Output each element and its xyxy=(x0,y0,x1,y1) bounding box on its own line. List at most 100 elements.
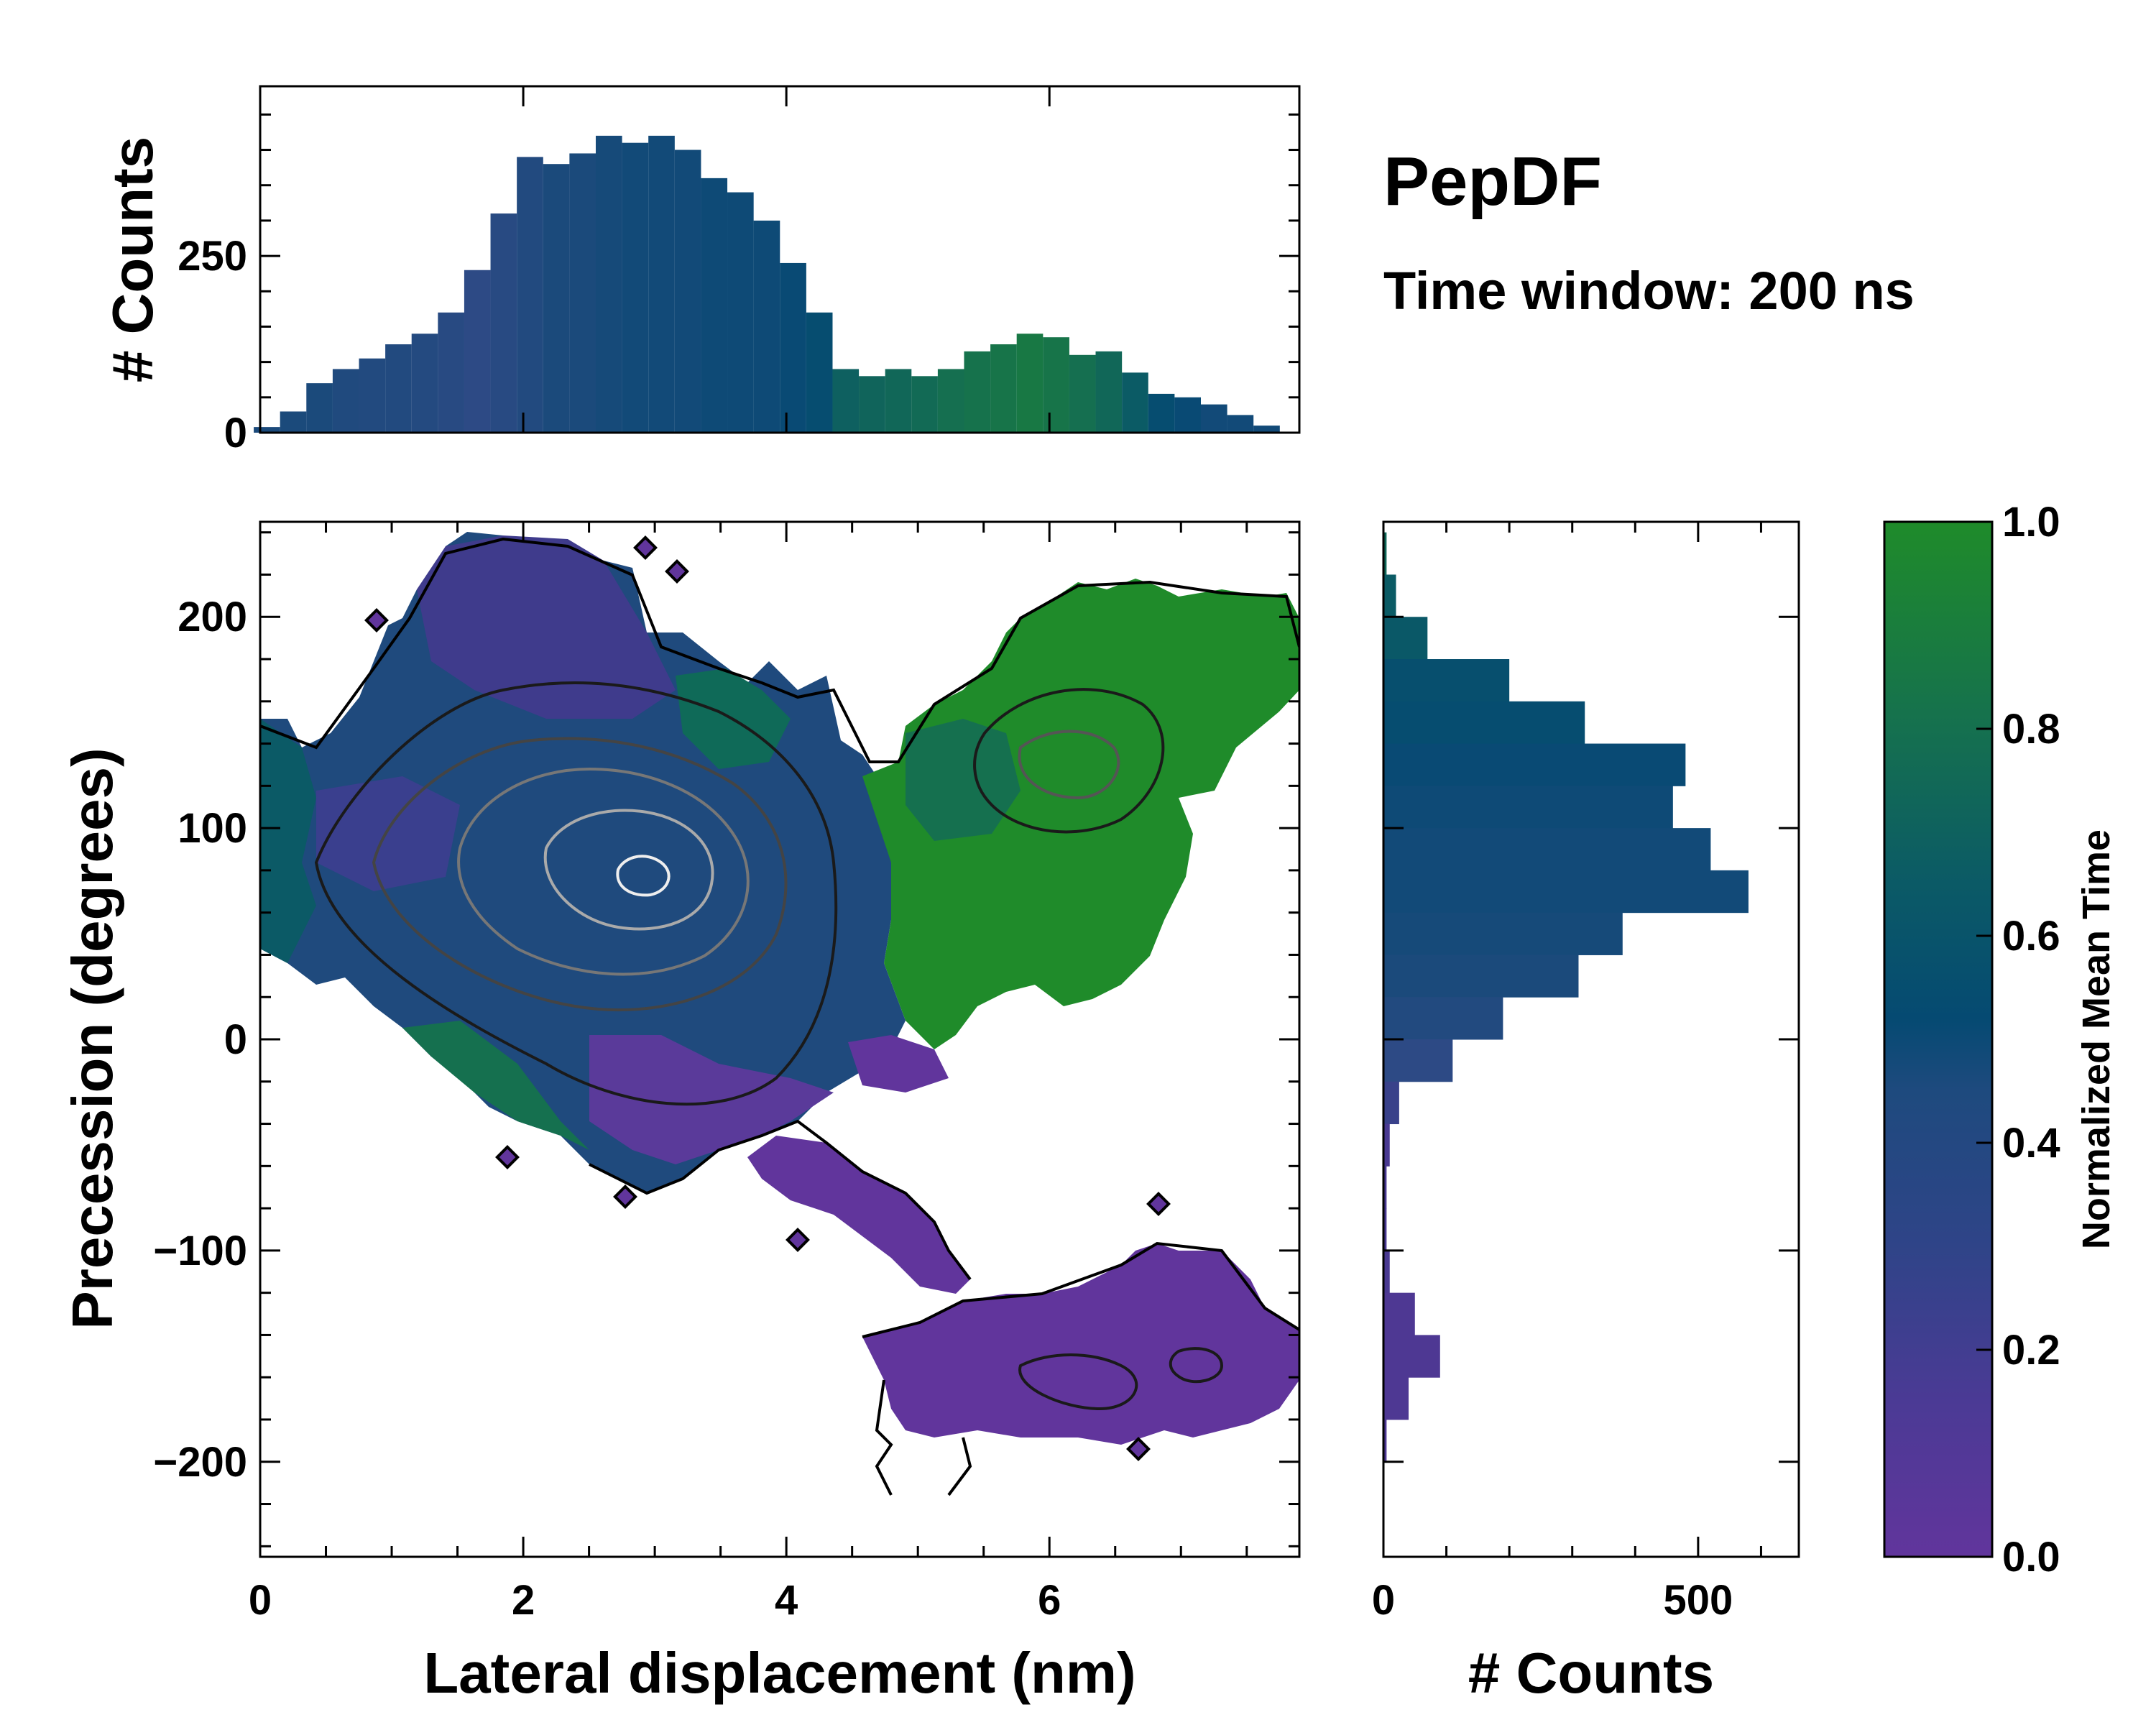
top-histogram-bar xyxy=(753,220,780,433)
main-ytick-label: 200 xyxy=(178,594,247,640)
top-histogram-bar xyxy=(990,344,1017,433)
contour-right-cluster-inner xyxy=(1018,730,1120,800)
main-heatmap-ticks: 0 2 4 6 −200 −100 0 100 200 xyxy=(153,522,1299,1624)
top-histogram-frame xyxy=(259,85,1301,434)
top-histogram-bar xyxy=(701,178,728,433)
main-xtick-label: 6 xyxy=(1038,1577,1061,1624)
main-ytick-label: 0 xyxy=(224,1016,247,1063)
heatmap-region-teal-lower-left xyxy=(402,1021,589,1150)
top-histogram-bar xyxy=(464,270,491,433)
heatmap-region-upper-right-cluster xyxy=(862,579,1299,1049)
top-histogram-bar xyxy=(1148,393,1175,433)
heatmap-region-lower-cluster xyxy=(862,1243,1299,1445)
main-heatmap: 0 2 4 6 −200 −100 0 100 200 Lateral displacement… xyxy=(60,520,1301,1705)
top-histogram-bar xyxy=(859,376,885,433)
colorbar-gradient xyxy=(1883,520,1994,1558)
right-histogram-bar xyxy=(1383,532,1387,575)
top-histogram-bar xyxy=(648,135,675,433)
top-histogram-bar xyxy=(1253,426,1280,433)
top-histogram-bar xyxy=(911,376,938,433)
isolated-points xyxy=(364,535,1171,1461)
top-histogram-bar xyxy=(411,334,438,433)
right-histogram-bar xyxy=(1383,1292,1415,1335)
contour-inner-4 xyxy=(543,809,714,931)
contour-inner-3 xyxy=(457,767,750,976)
top-histogram-bar xyxy=(806,312,833,433)
colorbar-ticks: 0.0 0.2 0.4 0.6 0.8 1.0 xyxy=(1976,499,2060,1581)
main-xtick-label: 2 xyxy=(512,1577,535,1624)
right-histogram-bar xyxy=(1383,954,1579,998)
right-histogram-bar xyxy=(1383,786,1673,829)
isolated-point xyxy=(1146,1192,1171,1216)
main-heatmap-ylabel: Precession (degrees) xyxy=(60,748,124,1329)
heatmap-region-bridge xyxy=(747,1136,970,1294)
contour-right-cluster xyxy=(973,688,1165,834)
isolated-point xyxy=(495,1145,520,1169)
right-histogram-bar xyxy=(1383,870,1749,914)
top-histogram-bar xyxy=(1095,351,1123,433)
top-histogram-bar xyxy=(1227,415,1254,433)
top-histogram-bar xyxy=(254,427,280,433)
top-histogram-bar xyxy=(937,369,964,433)
main-ytick-label: −100 xyxy=(153,1228,247,1274)
contour-inner-1 xyxy=(314,681,838,1106)
heatmap-region-purple-step xyxy=(848,1035,949,1092)
figure-title: PepDF xyxy=(1383,143,1602,220)
isolated-point xyxy=(364,608,389,632)
top-histogram-bar xyxy=(727,192,754,433)
main-xtick-label: 4 xyxy=(775,1577,798,1624)
isolated-point xyxy=(665,559,689,584)
top-histogram-bar xyxy=(490,213,517,433)
right-histogram-bar xyxy=(1383,912,1623,955)
contour-outline-bridge xyxy=(589,1119,972,1281)
colorbar-tick-label: 0.6 xyxy=(2002,913,2060,960)
colorbar-tick-label: 0.0 xyxy=(2002,1534,2060,1581)
right-histogram-bar xyxy=(1383,1377,1409,1420)
colorbar-tick-label: 1.0 xyxy=(2002,499,2060,546)
top-histogram-bar xyxy=(332,369,359,433)
isolated-point xyxy=(613,1184,637,1209)
right-histogram-bar xyxy=(1383,1166,1387,1209)
contour-lower-cluster-2 xyxy=(1169,1347,1224,1384)
right-histogram-bar xyxy=(1383,1081,1399,1125)
right-xtick-label: 0 xyxy=(1372,1577,1395,1624)
right-histogram-bar xyxy=(1383,701,1585,745)
heatmap-region-purple-lower xyxy=(589,1035,834,1164)
top-histogram-bar xyxy=(1069,354,1096,433)
right-histogram-bar xyxy=(1383,1208,1387,1251)
contour-inner-2 xyxy=(372,737,788,1012)
top-histogram-bar xyxy=(1122,372,1148,433)
right-histogram-bar xyxy=(1383,1039,1453,1082)
top-histogram-bar xyxy=(517,157,543,433)
main-heatmap-xlabel: Lateral displacement (nm) xyxy=(423,1641,1135,1705)
top-ytick-label: 0 xyxy=(224,410,247,456)
density-contours xyxy=(260,537,1299,1496)
top-histogram-bar xyxy=(359,358,386,433)
main-xtick-label: 0 xyxy=(249,1577,272,1624)
right-histogram-bar xyxy=(1383,659,1510,702)
top-histogram-bar xyxy=(674,150,701,433)
colorbar-tick-label: 0.8 xyxy=(2002,706,2060,753)
top-histogram-bar xyxy=(832,369,860,433)
colorbar: 0.0 0.2 0.4 0.6 0.8 1.0 Normalized Mean Time xyxy=(1883,499,2118,1581)
main-ytick-label: −200 xyxy=(153,1439,247,1486)
contour-lower-cluster xyxy=(1018,1353,1138,1411)
isolated-point xyxy=(1126,1437,1151,1461)
right-histogram-bar xyxy=(1383,574,1396,617)
figure-subtitle: Time window: 200 ns xyxy=(1383,261,1915,321)
colorbar-label: Normalized Mean Time xyxy=(2075,829,2118,1249)
heatmap-region-purple-mid xyxy=(316,776,460,891)
top-histogram-bar xyxy=(622,142,649,433)
top-histogram-bar xyxy=(1043,337,1069,433)
top-histogram-ticks: 0 250 xyxy=(178,86,1299,456)
top-histogram-ylabel: # Counts xyxy=(101,137,165,382)
colorbar-tick-label: 0.4 xyxy=(2002,1120,2060,1167)
right-histogram-bar xyxy=(1383,1419,1387,1463)
top-histogram-bars xyxy=(254,135,1280,433)
top-histogram-bar xyxy=(1174,397,1201,433)
top-histogram-bar xyxy=(306,383,333,433)
right-histogram-ticks: 0 500 xyxy=(1372,522,1799,1624)
heatmap-region-purple-top xyxy=(417,535,676,719)
right-histogram-bar xyxy=(1383,1123,1390,1167)
